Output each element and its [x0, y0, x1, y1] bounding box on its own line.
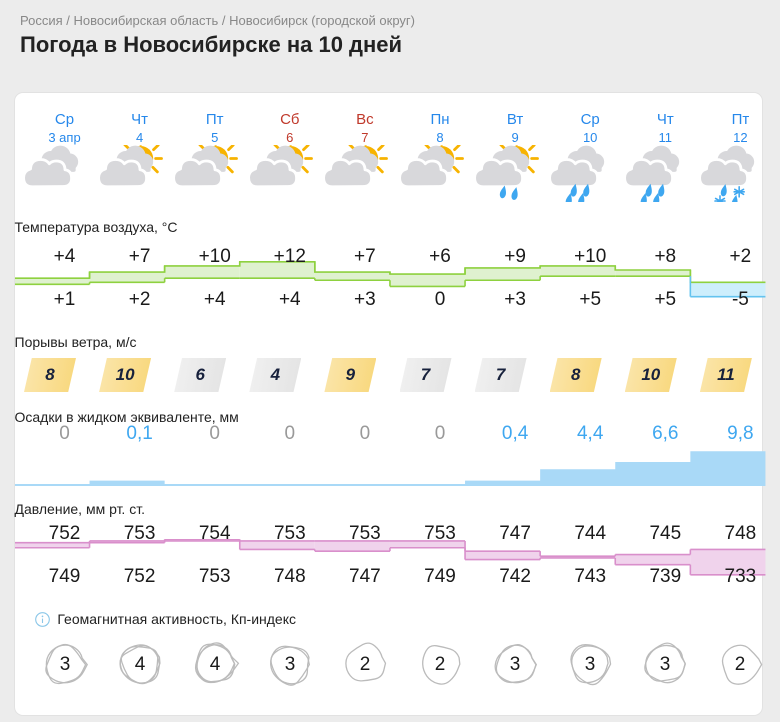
svg-text:4: 4 [134, 654, 145, 675]
svg-text:3: 3 [59, 654, 70, 675]
svg-text:4: 4 [209, 654, 220, 675]
svg-text:2: 2 [735, 654, 746, 675]
svg-text:2: 2 [435, 654, 446, 675]
svg-text:2: 2 [360, 654, 371, 675]
svg-text:3: 3 [510, 654, 521, 675]
svg-text:3: 3 [585, 654, 596, 675]
svg-text:3: 3 [660, 654, 671, 675]
svg-text:3: 3 [285, 654, 296, 675]
